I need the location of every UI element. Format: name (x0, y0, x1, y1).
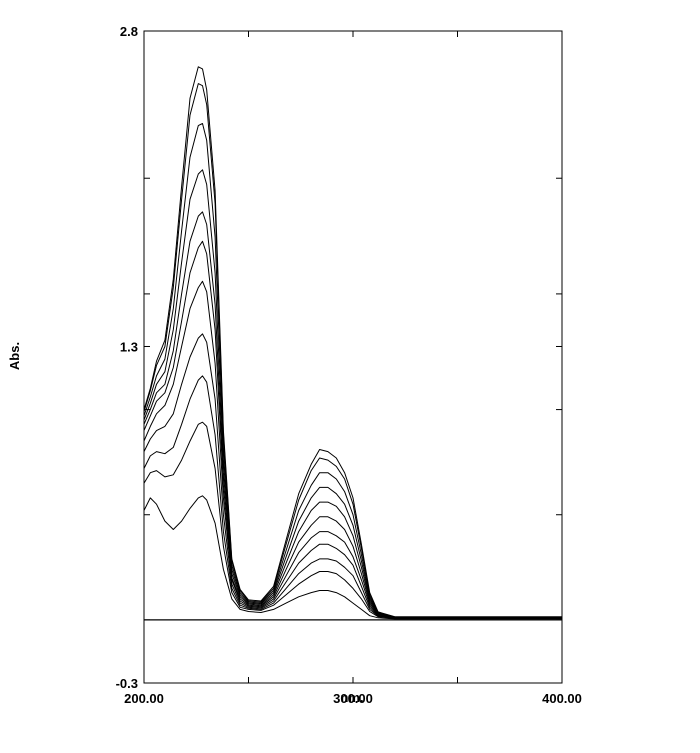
y-tick-label-2: -0.3 (116, 676, 138, 691)
axis-ticks (143, 30, 563, 684)
tick-labels: 200.00 300.00 400.00 2.8 1.3 -0.3 (116, 24, 582, 706)
plot-border (143, 30, 563, 684)
series-line-6 (143, 240, 562, 619)
series-line-3 (143, 375, 562, 619)
series-line-8 (143, 169, 562, 618)
series-line-9 (143, 123, 562, 618)
y-tick-label-0: 2.8 (120, 24, 138, 39)
series-line-2 (143, 421, 562, 620)
series-line-4 (143, 333, 562, 619)
series-line-1 (143, 495, 562, 620)
x-tick-label-1: 300.00 (333, 691, 373, 706)
series-line-11 (143, 66, 562, 618)
y-axis-title: Abs. (7, 342, 22, 370)
plot-frame (143, 30, 563, 684)
x-axis-title: nm. (340, 690, 363, 705)
series-lines (143, 66, 562, 621)
y-tick-label-1: 1.3 (120, 339, 138, 354)
x-tick-label-0: 200.00 (124, 691, 164, 706)
x-tick-label-2: 400.00 (542, 691, 582, 706)
series-line-5 (143, 280, 562, 619)
